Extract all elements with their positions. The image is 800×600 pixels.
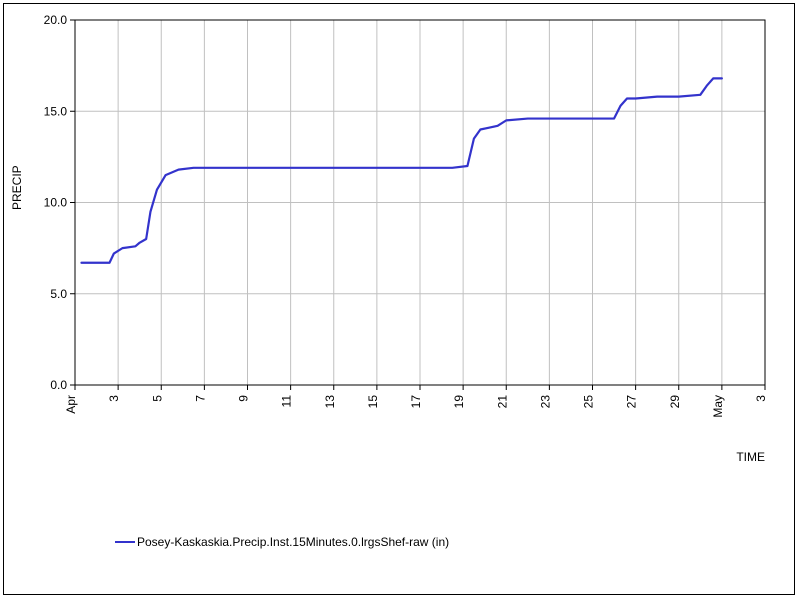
svg-text:3: 3 xyxy=(107,395,121,402)
legend-line-icon xyxy=(115,541,135,543)
y-axis-label: PRECIP xyxy=(10,165,24,210)
svg-text:15.0: 15.0 xyxy=(44,104,68,118)
svg-text:20.0: 20.0 xyxy=(44,13,68,27)
svg-text:11: 11 xyxy=(280,395,294,408)
svg-text:23: 23 xyxy=(538,395,552,409)
svg-text:27: 27 xyxy=(625,395,639,409)
svg-text:0.0: 0.0 xyxy=(50,378,67,392)
svg-text:5: 5 xyxy=(150,395,164,402)
legend-label: Posey-Kaskaskia.Precip.Inst.15Minutes.0.… xyxy=(137,535,449,549)
svg-text:5.0: 5.0 xyxy=(50,287,67,301)
svg-text:10.0: 10.0 xyxy=(44,196,68,210)
chart-container: 0.0 5.0 10.0 15.0 20.0 Apr 3 5 7 9 11 13 15 17 19 21 23 2… xyxy=(0,0,800,600)
svg-text:19: 19 xyxy=(452,395,466,409)
x-axis-label: TIME xyxy=(736,450,765,464)
svg-text:15: 15 xyxy=(366,395,380,409)
svg-text:Apr: Apr xyxy=(64,395,78,414)
svg-text:21: 21 xyxy=(495,395,509,409)
svg-text:3: 3 xyxy=(754,395,768,402)
svg-text:13: 13 xyxy=(323,395,337,409)
svg-text:May: May xyxy=(711,395,725,418)
svg-text:7: 7 xyxy=(193,395,207,402)
chart-svg: 0.0 5.0 10.0 15.0 20.0 Apr 3 5 7 9 11 13 15 17 19 21 23 2… xyxy=(0,0,800,600)
svg-text:29: 29 xyxy=(668,395,682,409)
svg-text:9: 9 xyxy=(237,395,251,402)
legend: Posey-Kaskaskia.Precip.Inst.15Minutes.0.… xyxy=(115,535,449,549)
svg-text:17: 17 xyxy=(409,395,423,409)
svg-text:25: 25 xyxy=(582,395,596,409)
